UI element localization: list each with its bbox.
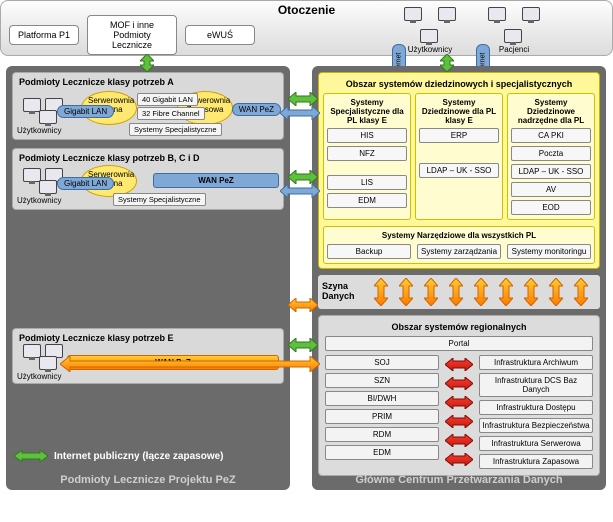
regional-title: Obszar systemów regionalnych (325, 322, 593, 332)
spec-systems-a: Systemy Specjalistyczne (129, 123, 222, 136)
right-footer: Główne Centrum Przetwarzania Danych (312, 474, 606, 486)
sys-edm: EDM (327, 193, 407, 208)
environment-title: Otoczenie (278, 3, 335, 17)
wan-bar-bcd: WAN PeZ (153, 173, 279, 188)
sys-prim: PRIM (325, 409, 439, 424)
spec-systems-bcd: Systemy Specjalistyczne (113, 193, 206, 206)
env-box-mof: MOF i inne Podmioty Lecznicze (87, 15, 177, 55)
panel-e-title: Podmioty Lecznicze klasy potrzeb E (19, 333, 277, 343)
sys-edm2: EDM (325, 445, 439, 460)
blue-arrow-bcd (280, 184, 320, 198)
panel-a-title: Podmioty Lecznicze klasy potrzeb A (19, 77, 277, 87)
sys-ldap-e: LDAP – UK - SSO (419, 163, 499, 178)
sys-monit: Systemy monitoringu (507, 244, 591, 259)
green-arrow-e (288, 338, 318, 352)
regional-area: Obszar systemów regionalnych Portal SOJ … (318, 315, 600, 476)
actor-e: Użytkownicy (17, 344, 59, 381)
workstations-icon (23, 344, 63, 370)
infra-dostep: Infrastruktura Dostępu (479, 400, 593, 415)
env-box-p1: Platforma P1 (9, 25, 79, 45)
sys-capki: CA PKI (511, 128, 591, 143)
sys-zarz: Systemy zarządzania (417, 244, 501, 259)
sys-portal: Portal (325, 336, 593, 351)
sys-nfz: NFZ (327, 146, 407, 161)
green-arrow-up-left (140, 54, 154, 72)
orange-arrow-bus (288, 298, 318, 312)
bus-arrows (368, 275, 594, 309)
right-column: Obszar systemów dziedzinowych i specjali… (312, 66, 606, 490)
sys-lis: LIS (327, 175, 407, 190)
panel-class-a: Podmioty Lecznicze klasy potrzeb A Użytk… (12, 72, 284, 140)
sys-his: HIS (327, 128, 407, 143)
workstations-icon (404, 7, 456, 43)
bus-label: SzynaDanych (322, 282, 355, 302)
actor-a: Użytkownicy (17, 98, 59, 135)
workstations-icon (488, 7, 540, 43)
green-arrow-up-right (440, 54, 454, 72)
gigabit-lan-bcd: Gigabit LAN (57, 177, 114, 190)
data-bus: SzynaDanych (318, 275, 600, 309)
red-arrows-col (443, 355, 475, 469)
domain-area-title: Obszar systemów dziedzinowych i specjali… (323, 79, 595, 89)
infra-zapas: Infrastruktura Zapasowa (479, 454, 593, 469)
wan-pez-a: WAN PeZ (232, 103, 281, 116)
green-arrow-a (288, 92, 318, 106)
environment-bar: Otoczenie Platforma P1 MOF i inne Podmio… (0, 0, 613, 56)
sys-backup: Backup (327, 244, 411, 259)
group-tools: Systemy Narzędziowe dla wszystkich PL Ba… (323, 226, 595, 264)
group-dziedz-nad: Systemy Dziedzinowe nadrzędne dla PL CA … (507, 93, 595, 220)
infra-archiwum: Infrastruktura Archiwum (479, 355, 593, 370)
domain-area: Obszar systemów dziedzinowych i specjali… (318, 72, 600, 269)
orange-arrow-e (60, 356, 320, 372)
sys-rdm: RDM (325, 427, 439, 442)
sys-szn: SZN (325, 373, 439, 388)
green-arrow-icon (14, 450, 48, 462)
left-footer: Podmioty Lecznicze Projektu PeZ (6, 474, 290, 486)
left-column: Podmioty Lecznicze klasy potrzeb A Użytk… (6, 66, 290, 490)
regional-left-col: SOJ SZN BI/DWH PRIM RDM EDM (325, 355, 439, 469)
infra-serwer: Infrastruktura Serwerowa (479, 436, 593, 451)
infra-dcs: Infrastruktura DCS Baz Danych (479, 373, 593, 397)
actor-patients: Pacjenci (482, 7, 546, 54)
40g-lan: 40 Gigabit LAN (137, 93, 198, 106)
gigabit-lan-a: Gigabit LAN (57, 105, 114, 118)
regional-right-col: Infrastruktura Archiwum Infrastruktura D… (479, 355, 593, 469)
blue-arrow-a (280, 106, 320, 120)
panel-class-bcd: Podmioty Lecznicze klasy potrzeb B, C i … (12, 148, 284, 210)
sys-av: AV (511, 182, 591, 197)
actor-users: Użytkownicy (398, 7, 462, 54)
sys-erp: ERP (419, 128, 499, 143)
fibre-channel: 32 Fibre Channel (137, 107, 205, 120)
env-box-ewus: eWUŚ (185, 25, 255, 45)
infra-bezp: Infrastruktura Bezpieczeństwa (479, 418, 593, 433)
internet-legend: Internet publiczny (łącze zapasowe) (14, 450, 223, 462)
sys-bidwh: BI/DWH (325, 391, 439, 406)
group-spec-e: Systemy Specjalistyczne dla PL klasy E H… (323, 93, 411, 220)
sys-soj: SOJ (325, 355, 439, 370)
sys-poczta: Poczta (511, 146, 591, 161)
green-arrow-bcd (288, 170, 318, 184)
group-dziedz-e: Systemy Dziedzinowe dla PL klasy E ERP L… (415, 93, 503, 220)
actor-bcd: Użytkownicy (17, 168, 59, 205)
sys-eod: EOD (511, 200, 591, 215)
sys-ldap-n: LDAP – UK - SSO (511, 164, 591, 179)
panel-bcd-title: Podmioty Lecznicze klasy potrzeb B, C i … (19, 153, 277, 163)
